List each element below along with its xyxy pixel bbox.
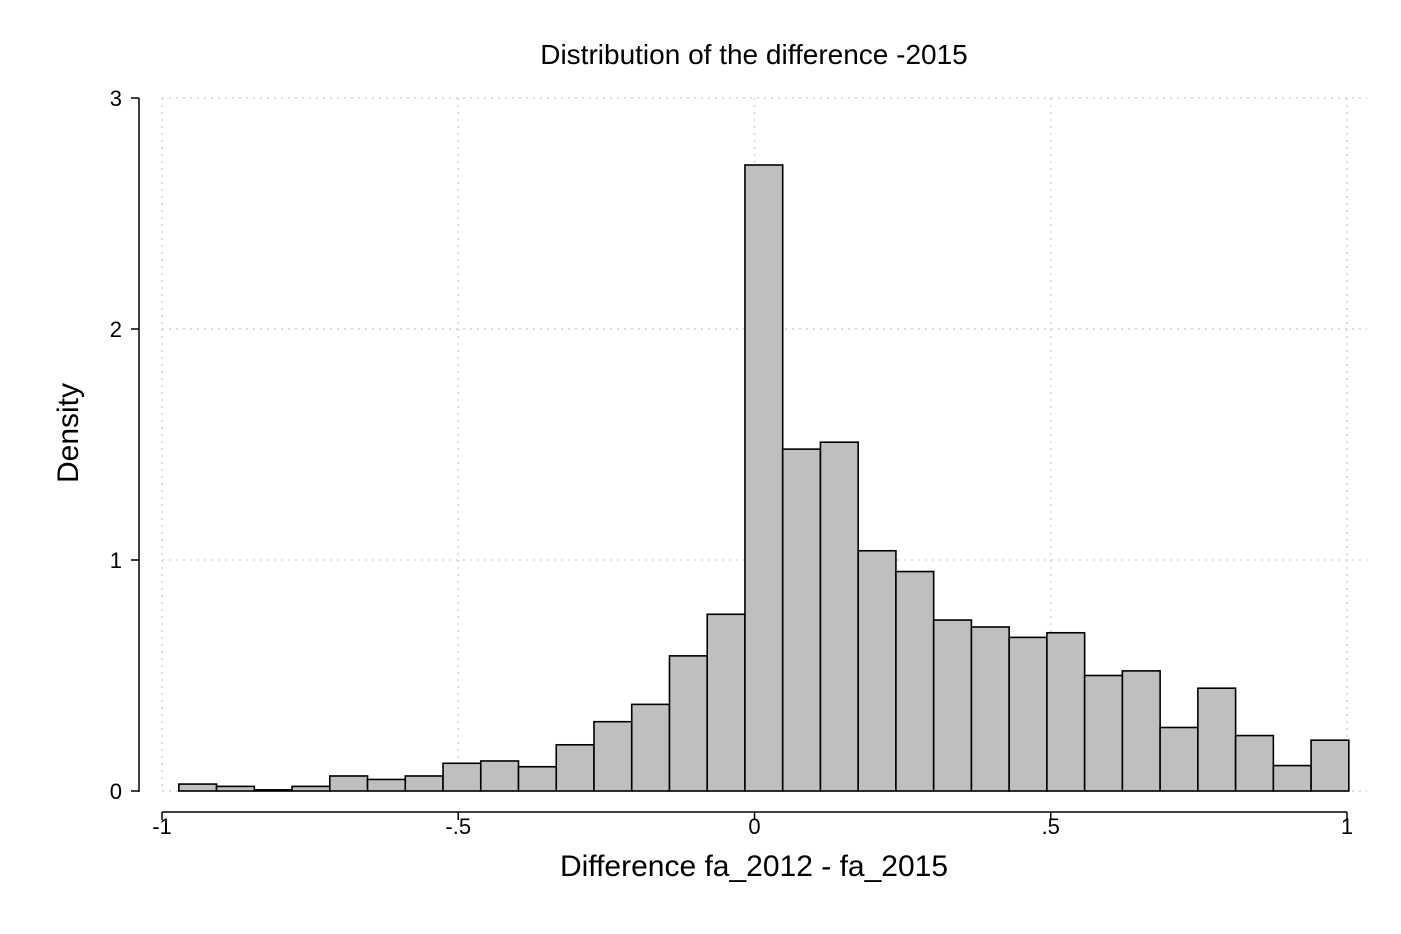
histogram-bar bbox=[479, 760, 520, 792]
histogram-bar bbox=[932, 619, 973, 792]
histogram-bar bbox=[1046, 631, 1086, 792]
y-tick-label: 3 bbox=[110, 86, 122, 111]
y-ticks: 0 1 2 3 bbox=[110, 86, 139, 804]
histogram-bar bbox=[593, 720, 633, 792]
x-tick-label: 0 bbox=[748, 814, 760, 839]
histogram-bar bbox=[706, 613, 746, 792]
histogram-bar bbox=[1310, 739, 1350, 792]
x-tick-label: -1 bbox=[152, 814, 172, 839]
histogram-bar bbox=[253, 789, 293, 792]
histogram-bar bbox=[517, 765, 558, 792]
y-tick-label: 0 bbox=[110, 779, 122, 804]
histogram-bar bbox=[857, 549, 897, 792]
histogram-bar bbox=[895, 570, 935, 792]
chart-title: Distribution of the difference -2015 bbox=[540, 39, 968, 70]
y-tick-label: 2 bbox=[110, 317, 122, 342]
histogram-bar bbox=[1197, 687, 1237, 792]
bars bbox=[178, 164, 1350, 792]
histogram-bar bbox=[404, 775, 444, 792]
y-axis-label: Density bbox=[52, 383, 85, 483]
x-tick-label: 1 bbox=[1341, 814, 1353, 839]
x-axis-label: Difference fa_2012 - fa_2015 bbox=[560, 850, 948, 883]
histogram-bar bbox=[781, 448, 822, 792]
histogram-bar bbox=[1008, 636, 1048, 792]
histogram-bar bbox=[1083, 674, 1124, 792]
histogram-bar bbox=[819, 441, 859, 792]
histogram-bar bbox=[744, 164, 784, 792]
histogram-bar bbox=[668, 655, 709, 792]
histogram-bar bbox=[1159, 726, 1199, 792]
histogram-bar bbox=[178, 783, 218, 792]
histogram-bar bbox=[1272, 764, 1312, 792]
histogram-bar bbox=[328, 775, 369, 792]
x-ticks: -1 -.5 0 .5 1 bbox=[152, 812, 1353, 839]
histogram-bar bbox=[291, 785, 331, 792]
histogram-bar bbox=[630, 703, 671, 792]
histogram-bar bbox=[970, 626, 1010, 792]
histogram-bar bbox=[555, 743, 595, 792]
histogram-bar bbox=[1121, 670, 1161, 792]
y-tick-label: 1 bbox=[110, 548, 122, 573]
histogram-bar bbox=[442, 762, 482, 792]
histogram-bar bbox=[1234, 734, 1275, 792]
histogram-bar bbox=[366, 778, 407, 792]
x-tick-label: -.5 bbox=[445, 814, 471, 839]
histogram-bar bbox=[215, 785, 256, 792]
x-tick-label: .5 bbox=[1042, 814, 1060, 839]
